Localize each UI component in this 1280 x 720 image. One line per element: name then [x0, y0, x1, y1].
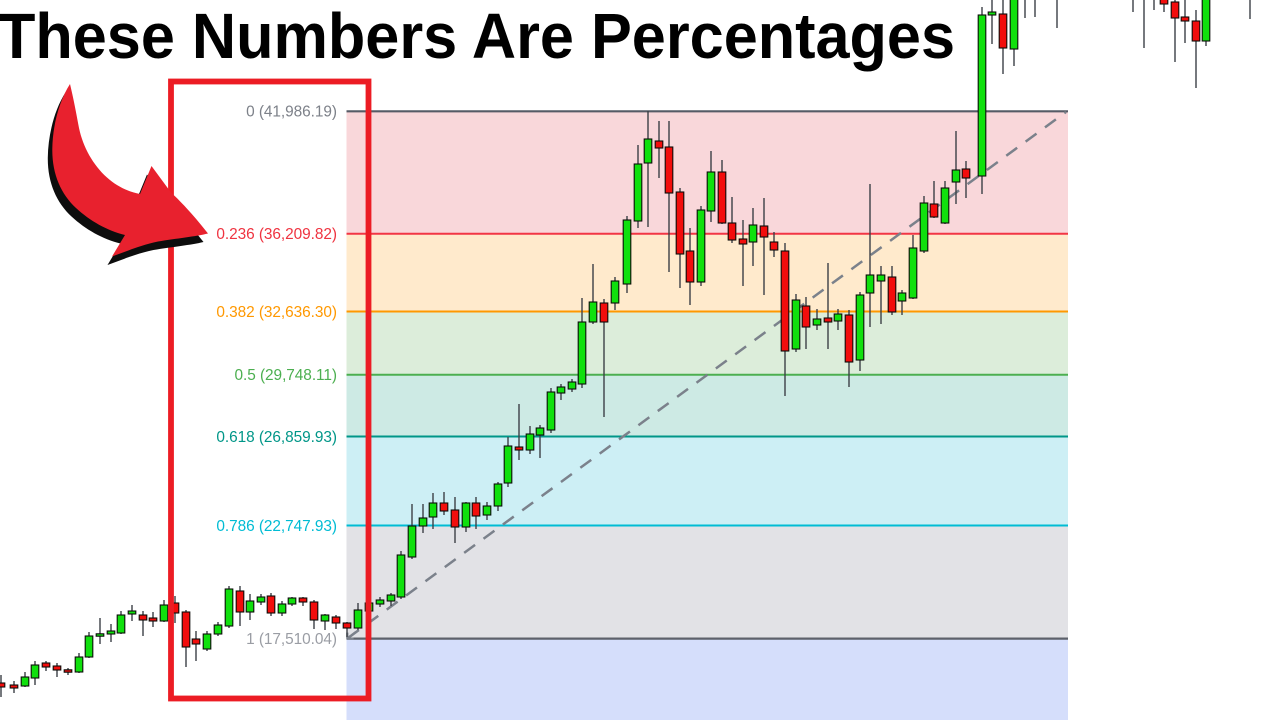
- svg-text:0.236 (36,209.82): 0.236 (36,209.82): [216, 226, 337, 243]
- svg-text:0.5 (29,748.11): 0.5 (29,748.11): [235, 367, 338, 384]
- svg-text:0.786 (22,747.93): 0.786 (22,747.93): [216, 518, 337, 535]
- svg-text:0 (41,986.19): 0 (41,986.19): [246, 104, 337, 121]
- svg-text:0.382 (32,636.30): 0.382 (32,636.30): [216, 304, 337, 321]
- svg-text:0.618 (26,859.93): 0.618 (26,859.93): [216, 429, 337, 446]
- svg-text:1 (17,510.04): 1 (17,510.04): [246, 631, 337, 648]
- svg-text:These Numbers Are Percentages: These Numbers Are Percentages: [0, 0, 955, 72]
